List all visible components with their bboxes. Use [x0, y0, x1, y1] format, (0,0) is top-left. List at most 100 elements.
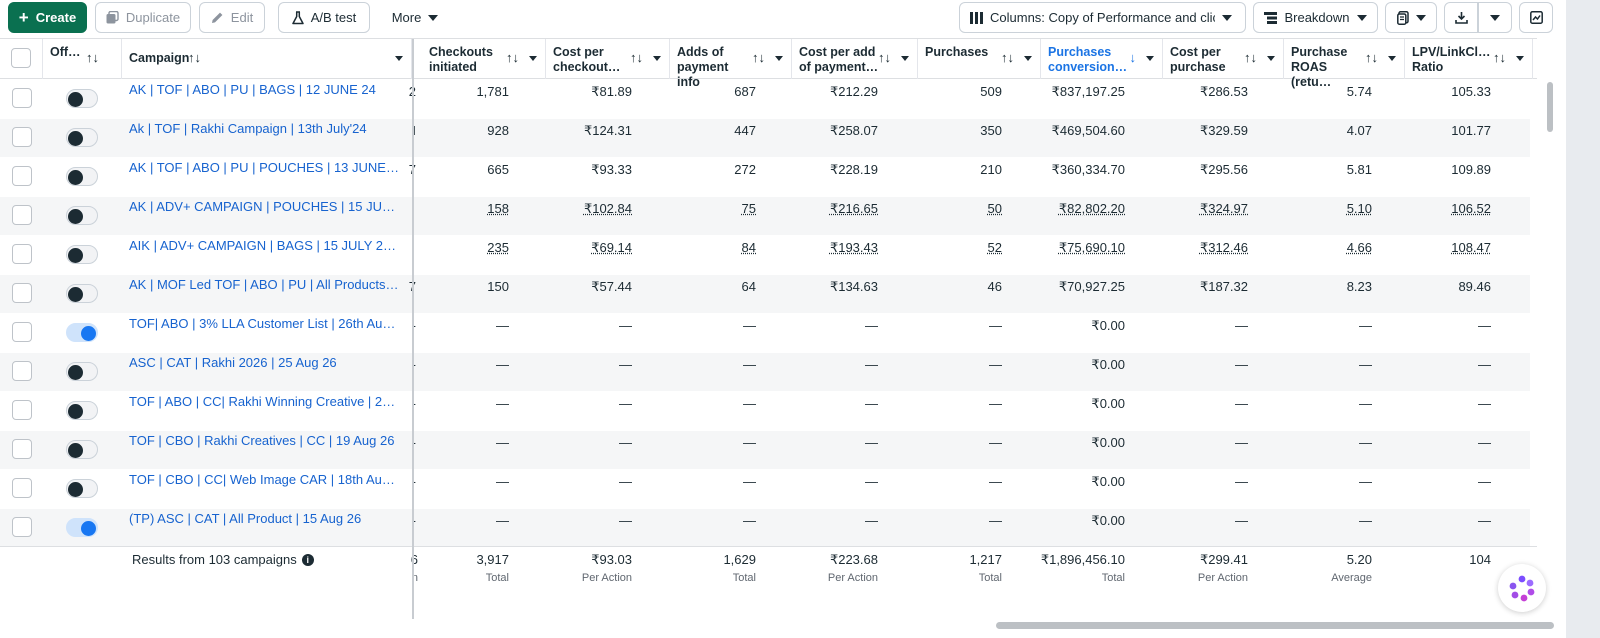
chevron-down-icon[interactable] [1388, 56, 1396, 61]
metric-cell[interactable]: 75 [741, 201, 756, 216]
chevron-down-icon[interactable] [1516, 56, 1524, 61]
export-button[interactable] [1444, 2, 1478, 33]
metric-cell[interactable]: 106.52 [1451, 201, 1491, 216]
column-header-5[interactable]: Purchases conversion… ↓ [1041, 39, 1163, 79]
chevron-down-icon[interactable] [1024, 56, 1032, 61]
chevron-down-icon[interactable] [653, 56, 661, 61]
more-menu-button[interactable]: More [378, 2, 452, 33]
metric-cell[interactable]: ₹324.97 [1199, 201, 1248, 216]
table-row[interactable]: TOF | CBO | Rakhi Creatives | CC | 19 Au… [0, 431, 1530, 469]
reports-dropdown[interactable] [1385, 2, 1437, 33]
column-header-8[interactable]: LPV/LinkCl… Ratio ↑↓ [1405, 39, 1533, 79]
view-charts-button[interactable] [1519, 2, 1553, 33]
row-checkbox[interactable] [12, 166, 32, 186]
sort-icon[interactable]: ↑↓ [188, 50, 201, 65]
column-header-6[interactable]: Cost per purchase ↑↓ [1163, 39, 1284, 79]
column-header-7[interactable]: Purchase ROAS (retu… ↑↓ [1284, 39, 1405, 89]
campaign-toggle[interactable] [66, 245, 98, 264]
campaign-name-link[interactable]: TOF | CBO | CC| Web Image CAR | 18th Aug… [129, 472, 399, 487]
metric-cell[interactable]: 235 [487, 240, 509, 255]
campaign-name-link[interactable]: Ak | TOF | Rakhi Campaign | 13th July'24 [129, 121, 367, 136]
sort-icon[interactable]: ↑↓ [86, 50, 99, 65]
chevron-down-icon[interactable] [775, 56, 783, 61]
campaign-toggle[interactable] [66, 284, 98, 303]
sort-icon[interactable]: ↑↓ [630, 50, 643, 65]
table-row[interactable]: (TP) ASC | CAT | All Product | 15 Aug 26… [0, 509, 1530, 546]
metric-cell[interactable]: 4.66 [1346, 240, 1372, 255]
edit-button[interactable]: Edit [199, 2, 265, 33]
column-header-0[interactable]: Checkouts initiated ↑↓ [422, 39, 546, 79]
table-row[interactable]: TOF | CBO | CC| Web Image CAR | 18th Aug… [0, 470, 1530, 508]
chevron-down-icon[interactable] [1267, 56, 1275, 61]
campaign-name-link[interactable]: AK | TOF | ABO | PU | BAGS | 12 JUNE 24 [129, 82, 376, 97]
campaign-toggle[interactable] [66, 518, 98, 537]
row-checkbox[interactable] [12, 205, 32, 225]
vertical-scrollbar[interactable] [1547, 82, 1553, 132]
metric-cell[interactable]: ₹312.46 [1199, 240, 1248, 255]
table-row[interactable]: TOF | ABO | CC| Rakhi Winning Creative |… [0, 392, 1530, 430]
select-all-checkbox[interactable] [11, 48, 31, 68]
column-header-1[interactable]: Cost per checkout… ↑↓ [546, 39, 670, 79]
campaign-toggle[interactable] [66, 323, 98, 342]
chevron-down-icon[interactable] [529, 56, 537, 61]
table-row[interactable]: AK | TOF | ABO | PU | BAGS | 12 JUNE 242… [0, 80, 1530, 118]
row-checkbox[interactable] [12, 478, 32, 498]
horizontal-scrollbar[interactable] [996, 622, 1554, 629]
column-header-3[interactable]: Cost per add of payment… ↑↓ [792, 39, 918, 79]
campaign-name-link[interactable]: TOF | ABO | CC| Rakhi Winning Creative |… [129, 394, 399, 409]
row-checkbox[interactable] [12, 322, 32, 342]
metric-cell[interactable]: ₹69.14 [591, 240, 632, 255]
campaign-name-link[interactable]: (TP) ASC | CAT | All Product | 15 Aug 26 [129, 511, 362, 526]
metric-cell[interactable]: ₹193.43 [829, 240, 878, 255]
table-row[interactable]: AK | TOF | ABO | PU | POUCHES | 13 JUNE … [0, 158, 1530, 196]
campaign-toggle[interactable] [66, 401, 98, 420]
row-checkbox[interactable] [12, 361, 32, 381]
create-button[interactable]: + Create [8, 2, 87, 33]
row-checkbox[interactable] [12, 439, 32, 459]
campaign-toggle[interactable] [66, 362, 98, 381]
metric-cell[interactable]: 5.10 [1346, 201, 1372, 216]
assistant-button[interactable] [1498, 564, 1546, 612]
metric-cell[interactable]: 158 [487, 201, 509, 216]
metric-cell[interactable]: ₹75,690.10 [1058, 240, 1125, 255]
row-checkbox[interactable] [12, 283, 32, 303]
ab-test-button[interactable]: A/B test [278, 2, 370, 33]
table-row[interactable]: ASC | CAT | Rakhi 2026 | 25 Aug 26-—————… [0, 353, 1530, 391]
sort-icon[interactable]: ↑↓ [1001, 50, 1014, 65]
sort-icon[interactable]: ↓ [1129, 50, 1137, 65]
row-checkbox[interactable] [12, 244, 32, 264]
row-checkbox[interactable] [12, 517, 32, 537]
campaign-name-link[interactable]: TOF | CBO | Rakhi Creatives | CC | 19 Au… [129, 433, 395, 448]
column-header-4[interactable]: Purchases ↑↓ [918, 39, 1041, 79]
metric-cell[interactable]: ₹216.65 [829, 201, 878, 216]
table-row[interactable]: AK | ADV+ CAMPAIGN | POUCHES | 15 JULY 2… [0, 197, 1530, 235]
metric-cell[interactable]: 50 [987, 201, 1002, 216]
campaign-name-link[interactable]: AK | TOF | ABO | PU | POUCHES | 13 JUNE … [129, 160, 399, 175]
campaign-toggle[interactable] [66, 89, 98, 108]
info-icon[interactable]: i [301, 553, 314, 566]
campaign-toggle[interactable] [66, 167, 98, 186]
campaign-toggle[interactable] [66, 479, 98, 498]
sort-icon[interactable]: ↑↓ [878, 50, 891, 65]
export-options-button[interactable] [1478, 2, 1512, 33]
table-row[interactable]: Ak | TOF | Rakhi Campaign | 13th July'24… [0, 119, 1530, 157]
column-header-2[interactable]: Adds of payment info ↑↓ [670, 39, 792, 89]
column-header-campaign[interactable]: Campaign ↑↓ [122, 39, 412, 79]
sort-icon[interactable]: ↑↓ [1365, 50, 1378, 65]
campaign-name-link[interactable]: AK | ADV+ CAMPAIGN | POUCHES | 15 JULY 2… [129, 199, 399, 214]
table-row[interactable]: AIK | ADV+ CAMPAIGN | BAGS | 15 JULY 24 … [0, 236, 1530, 274]
campaign-toggle[interactable] [66, 440, 98, 459]
campaign-toggle[interactable] [66, 128, 98, 147]
campaign-name-link[interactable]: TOF| ABO | 3% LLA Customer List | 26th A… [129, 316, 399, 331]
chevron-down-icon[interactable] [901, 56, 909, 61]
columns-dropdown[interactable]: Columns: Copy of Performance and clic… [959, 2, 1246, 33]
metric-cell[interactable]: ₹102.84 [583, 201, 632, 216]
chevron-down-icon[interactable] [1146, 56, 1154, 61]
metric-cell[interactable]: 108.47 [1451, 240, 1491, 255]
sort-icon[interactable]: ↑↓ [1244, 50, 1257, 65]
row-checkbox[interactable] [12, 127, 32, 147]
table-row[interactable]: TOF| ABO | 3% LLA Customer List | 26th A… [0, 314, 1530, 352]
metric-cell[interactable]: 84 [741, 240, 756, 255]
table-row[interactable]: AK | MOF Led TOF | ABO | PU | All Produc… [0, 275, 1530, 313]
chevron-down-icon[interactable] [395, 56, 403, 61]
